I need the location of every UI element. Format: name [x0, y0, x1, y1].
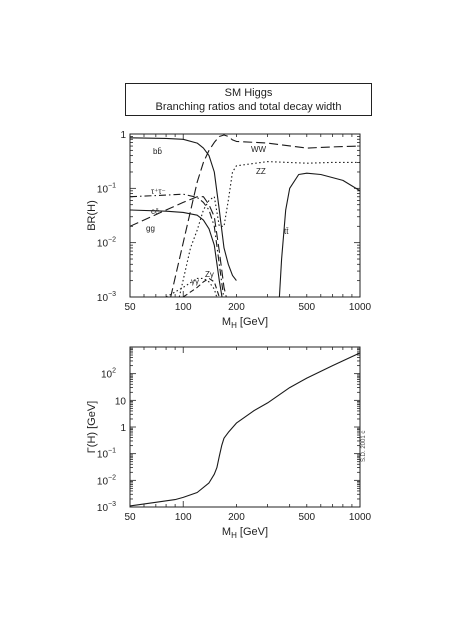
y-tick-label: 10−2 [97, 237, 116, 250]
y-tick-label: 10−1 [97, 182, 116, 195]
x-tick-label: 1000 [349, 302, 372, 313]
series-label: γγ [191, 277, 199, 286]
x-tick-label: 100 [175, 302, 192, 313]
y-tick-label: 10−3 [97, 291, 116, 304]
series-line-1 [130, 137, 237, 281]
series-label: cc̄ [151, 207, 159, 216]
title-box: SM Higgs Branching ratios and total deca… [125, 83, 372, 116]
y-axis-label: BR(H) [86, 200, 98, 231]
x-tick-label: 50 [124, 302, 136, 313]
series-line-9 [182, 277, 220, 297]
author-stamp: S.D. 2001 c [361, 430, 367, 462]
series-line-4 [130, 196, 227, 297]
series-label: tt̄ [284, 227, 289, 236]
series-label: Zγ [205, 270, 214, 279]
series-label: τ⁺τ⁻ [151, 187, 166, 196]
series-line-1 [130, 352, 360, 507]
series-label: gg [146, 224, 155, 233]
x-axis-label: MH [GeV] [222, 316, 268, 330]
series-line-7 [278, 172, 360, 297]
x-axis-label: MH [GeV] [222, 526, 268, 540]
x-tick-label: 50 [124, 512, 136, 523]
title-line-2: Branching ratios and total decay width [155, 101, 342, 113]
x-tick-label: 200 [228, 512, 245, 523]
series-line-6 [178, 161, 360, 297]
y-tick-label: 10−2 [97, 474, 116, 487]
series-line-2 [130, 193, 225, 297]
series-line-3 [130, 209, 223, 297]
plot-frame [129, 133, 361, 298]
x-tick-label: 1000 [349, 512, 372, 523]
series-label: WW [251, 145, 267, 154]
y-axis-label: Γ(H) [GeV] [86, 401, 98, 454]
y-tick-label: 10−3 [97, 501, 116, 514]
series-label: ZZ [256, 167, 266, 176]
series-label: bb̄ [153, 147, 162, 156]
title-line-1: SM Higgs [224, 87, 273, 99]
y-tick-label: 102 [101, 368, 116, 381]
total-width-plot: 50 100 200 500 1000 102 10 1 10−1 10−2 10−3 MH [GeV… [86, 346, 372, 540]
series-line-5 [170, 134, 360, 297]
y-tick-label: 10 [115, 396, 127, 407]
x-tick-label: 100 [175, 512, 192, 523]
y-tick-label: 1 [120, 423, 126, 434]
x-tick-label: 500 [298, 302, 315, 313]
branching-ratio-plot: 50 100 200 500 1000 1 10−1 10−2 10−3 MH [GeV] BR(H… [86, 130, 372, 330]
x-tick-label: 200 [228, 302, 245, 313]
y-tick-label: 1 [120, 130, 126, 141]
y-tick-label: 10−1 [97, 448, 116, 461]
x-tick-label: 500 [298, 512, 315, 523]
plot-frame [129, 346, 361, 508]
